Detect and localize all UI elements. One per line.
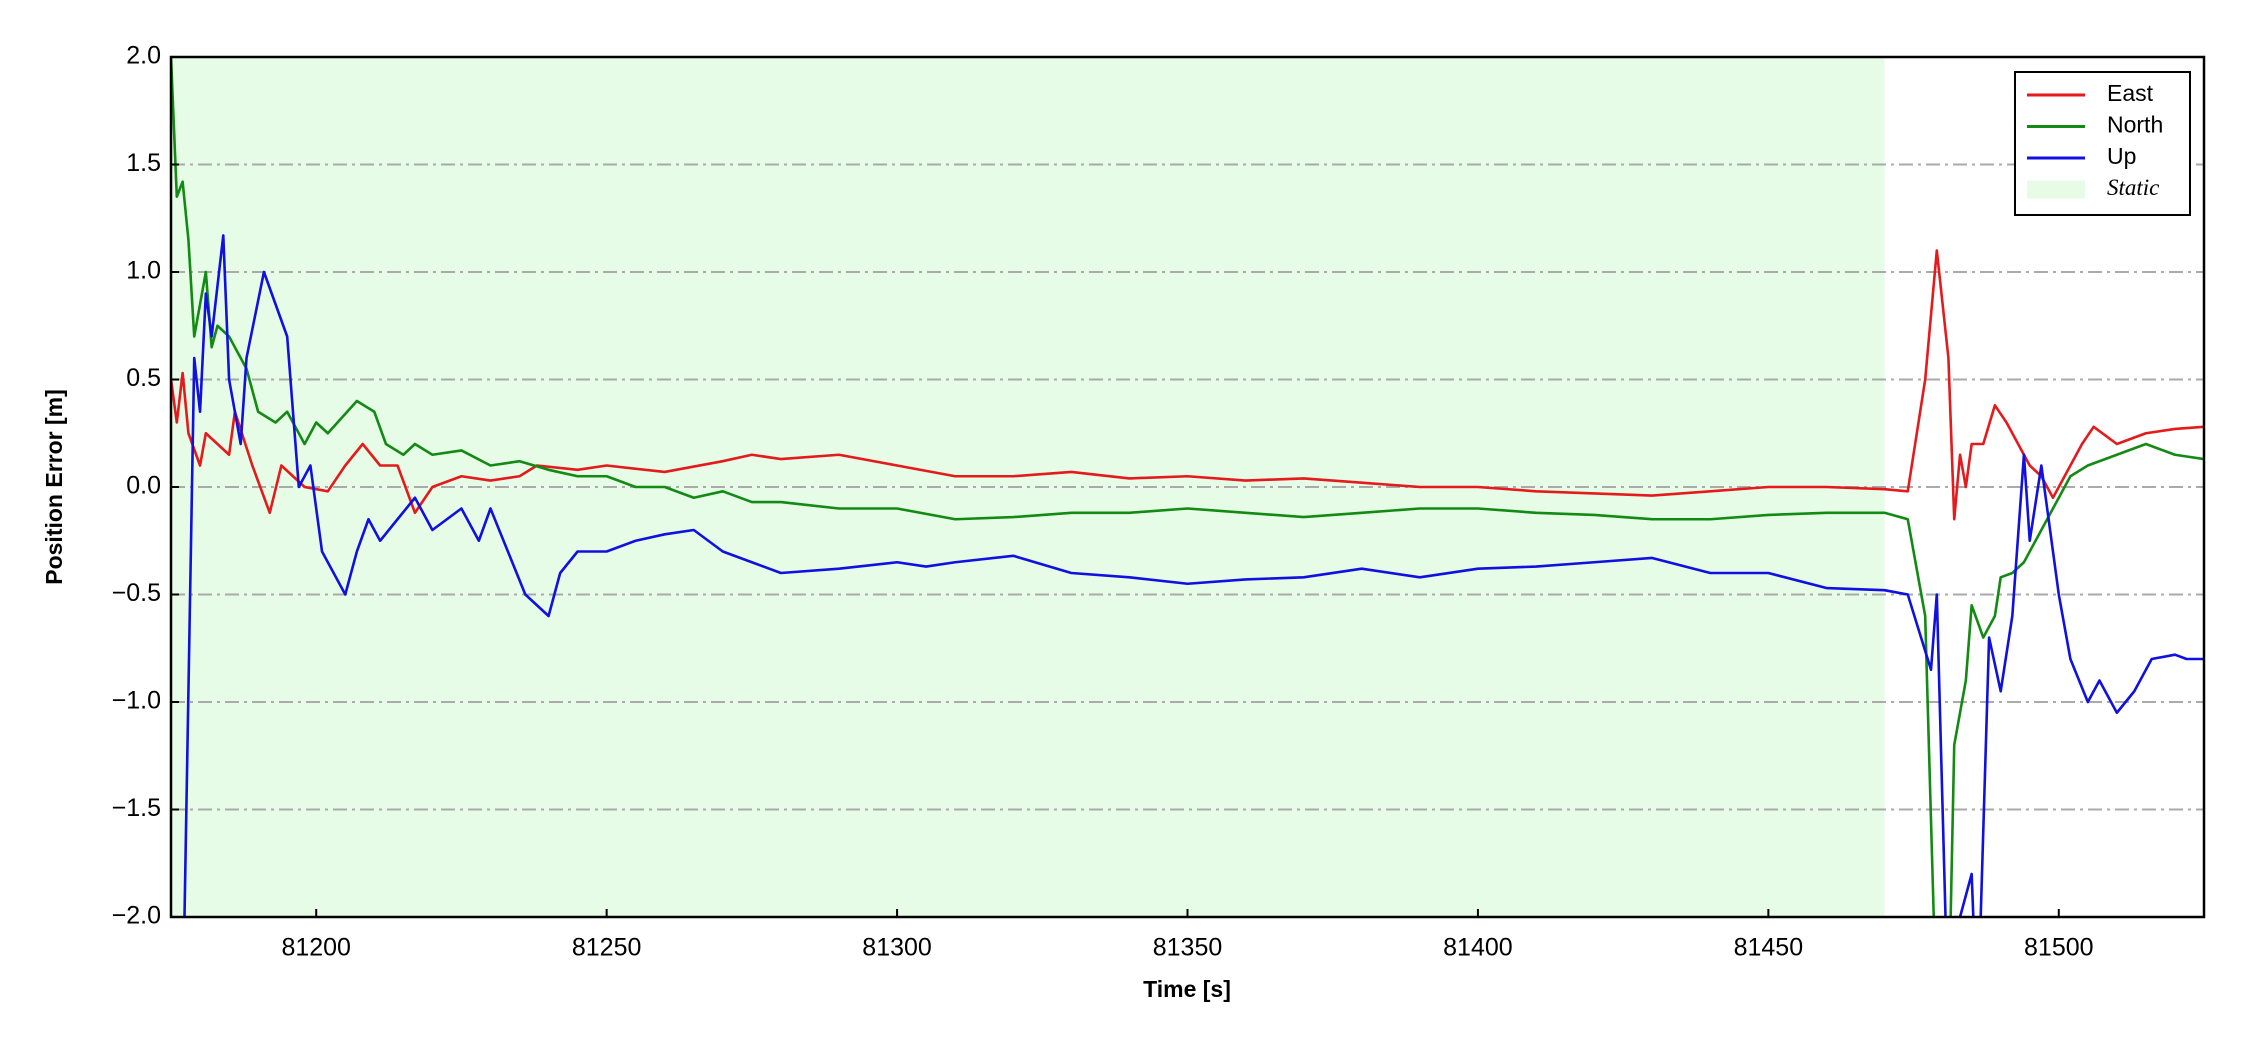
legend-label: Static — [2107, 175, 2159, 200]
x-tick-label: 81300 — [862, 934, 932, 962]
legend-label: East — [2107, 80, 2154, 106]
x-axis-label: Time [s] — [1143, 976, 1231, 1002]
x-tick-label: 81500 — [2024, 934, 2094, 962]
y-tick-label: −1.5 — [112, 794, 161, 822]
x-tick-label: 81250 — [572, 934, 642, 962]
legend-label: North — [2107, 112, 2163, 138]
series-line — [183, 234, 2204, 917]
x-tick-label: 81200 — [281, 934, 351, 962]
y-tick-label: 0.5 — [126, 364, 161, 392]
y-tick-label: 2.0 — [126, 42, 161, 70]
y-tick-label: −0.5 — [112, 579, 161, 607]
series-line — [171, 57, 2204, 917]
legend-label: Up — [2107, 143, 2136, 169]
y-tick-label: −1.0 — [112, 687, 161, 715]
lines-layer — [171, 57, 2204, 917]
legend: East North Up Static — [2014, 71, 2191, 216]
x-tick-label: 81350 — [1153, 934, 1223, 962]
legend-swatch — [2027, 180, 2085, 199]
x-tick-label: 81450 — [1734, 934, 1804, 962]
y-tick-label: 1.5 — [126, 149, 161, 177]
series-line — [171, 249, 2204, 521]
y-axis-label: Position Error [m] — [41, 389, 67, 585]
y-tick-label: −2.0 — [112, 902, 161, 930]
grid-layer — [171, 163, 2204, 811]
y-tick-label: 1.0 — [126, 257, 161, 285]
x-tick-label: 81400 — [1443, 934, 1513, 962]
y-tick-label: 0.0 — [126, 472, 161, 500]
